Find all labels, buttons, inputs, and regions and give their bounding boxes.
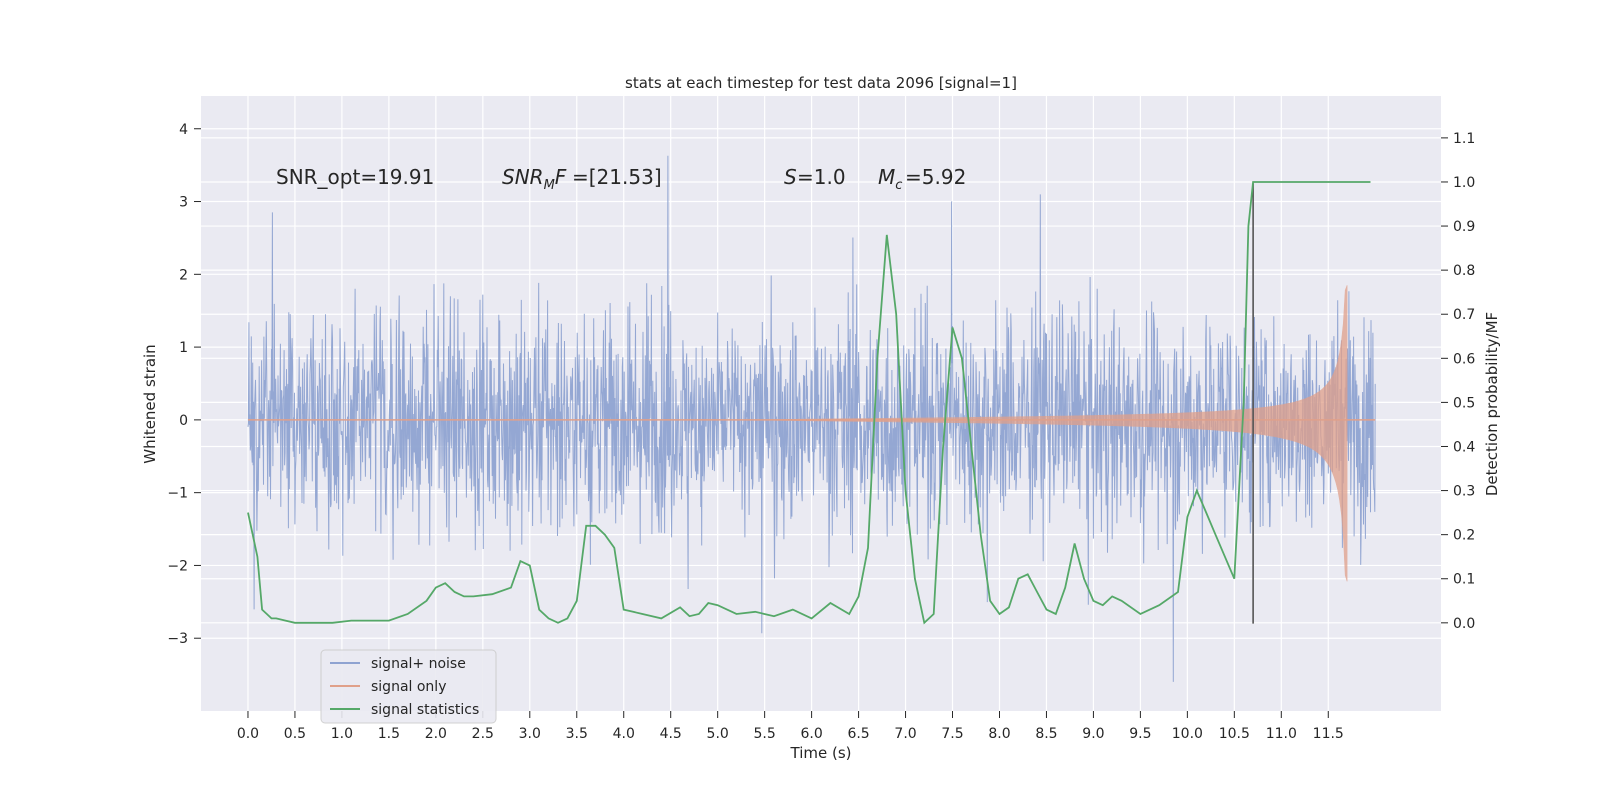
y-right-tick-label-7: 0.7 <box>1453 307 1475 323</box>
x-tick-label-6: 3.0 <box>519 726 541 742</box>
x-tick-label-23: 11.5 <box>1313 726 1344 742</box>
legend-label-noise: signal+ noise <box>371 656 466 672</box>
annotation-snr-opt: SNR_opt=19.91 <box>276 165 434 189</box>
y-axis-right-ticks: 0.0 0.1 0.2 0.3 0.4 0.5 0.6 0.7 0.8 0.9 1.0 1.1 <box>1441 131 1475 632</box>
x-tick-label-8: 4.0 <box>613 726 635 742</box>
x-tick-label-13: 6.5 <box>847 726 869 742</box>
x-tick-label-12: 6.0 <box>800 726 822 742</box>
y-tick-label-1: −2 <box>167 558 188 574</box>
x-tick-label-17: 8.5 <box>1035 726 1057 742</box>
x-tick-label-7: 3.5 <box>566 726 588 742</box>
annotation-mc-value: =5.92 <box>905 165 966 189</box>
x-tick-label-0: 0.0 <box>237 726 259 742</box>
y-tick-label-6: 3 <box>179 195 188 211</box>
chart-title: stats at each timestep for test data 209… <box>625 74 1017 92</box>
legend-box <box>320 649 497 724</box>
x-tick-label-18: 9.0 <box>1082 726 1104 742</box>
y-right-tick-label-0: 0.0 <box>1453 616 1475 632</box>
y-tick-label-7: 4 <box>179 122 188 138</box>
x-tick-label-14: 7.0 <box>894 726 916 742</box>
x-tick-label-5: 2.5 <box>472 726 494 742</box>
y-tick-label-2: −1 <box>167 486 188 502</box>
y-axis-left-ticks: −3 −2 −1 0 1 2 3 4 <box>167 122 201 647</box>
annotation-mc: Mc =5.92 <box>878 165 966 193</box>
y-tick-label-3: 0 <box>179 413 188 429</box>
y-right-tick-label-5: 0.5 <box>1453 395 1475 411</box>
annotation-s: S =1.0 <box>784 165 846 189</box>
y-right-tick-label-10: 1.0 <box>1453 175 1475 191</box>
y-tick-label-5: 2 <box>179 267 188 283</box>
x-tick-label-2: 1.0 <box>331 726 353 742</box>
y-axis-right-label: Detection probability/MF <box>1483 312 1501 496</box>
x-tick-label-9: 4.5 <box>660 726 682 742</box>
annotation-snr-mf-value: =[21.53] <box>572 165 662 189</box>
y-right-tick-label-1: 0.1 <box>1453 572 1475 588</box>
annotation-s-value: =1.0 <box>797 165 846 189</box>
y-tick-label-0: −3 <box>167 631 188 647</box>
y-tick-label-4: 1 <box>179 340 188 356</box>
y-right-tick-label-4: 0.4 <box>1453 439 1475 455</box>
y-right-tick-label-8: 0.8 <box>1453 263 1475 279</box>
y-axis-left-label: Whitened strain <box>141 344 159 463</box>
annotation-s-symbol: S <box>784 165 797 189</box>
x-tick-label-21: 10.5 <box>1219 726 1250 742</box>
x-tick-label-19: 9.5 <box>1129 726 1151 742</box>
series-signal-only <box>764 285 1348 582</box>
x-tick-label-20: 10.0 <box>1172 726 1203 742</box>
x-tick-label-4: 2.0 <box>425 726 447 742</box>
x-axis-label: Time (s) <box>790 744 852 762</box>
annotation-snr-mf: SNRMF =[21.53] <box>502 165 662 193</box>
y-right-tick-label-9: 0.9 <box>1453 219 1475 235</box>
y-right-tick-label-11: 1.1 <box>1453 131 1475 147</box>
y-right-tick-label-2: 0.2 <box>1453 528 1475 544</box>
series-signal-statistics <box>247 181 1371 625</box>
annotation-snr-mf-symbol: SNRMF <box>502 165 567 193</box>
x-tick-label-15: 7.5 <box>941 726 963 742</box>
annotation-mc-symbol: Mc <box>878 165 902 193</box>
x-tick-label-22: 11.0 <box>1266 726 1297 742</box>
legend: signal+ noise signal only signal statist… <box>320 649 497 724</box>
x-tick-label-10: 5.0 <box>707 726 729 742</box>
x-tick-label-1: 0.5 <box>284 726 306 742</box>
legend-label-stats: signal statistics <box>371 702 479 718</box>
x-tick-label-3: 1.5 <box>378 726 400 742</box>
y-right-tick-label-6: 0.6 <box>1453 351 1475 367</box>
x-axis-ticks: 0.0 0.5 1.0 1.5 2.0 2.5 3.0 3.5 4.0 4.5 5.0 5.5 6.0 6… <box>237 711 1344 742</box>
x-tick-label-11: 5.5 <box>754 726 776 742</box>
x-tick-label-16: 8.0 <box>988 726 1010 742</box>
y-right-tick-label-3: 0.3 <box>1453 484 1475 500</box>
legend-label-signal: signal only <box>371 679 446 695</box>
